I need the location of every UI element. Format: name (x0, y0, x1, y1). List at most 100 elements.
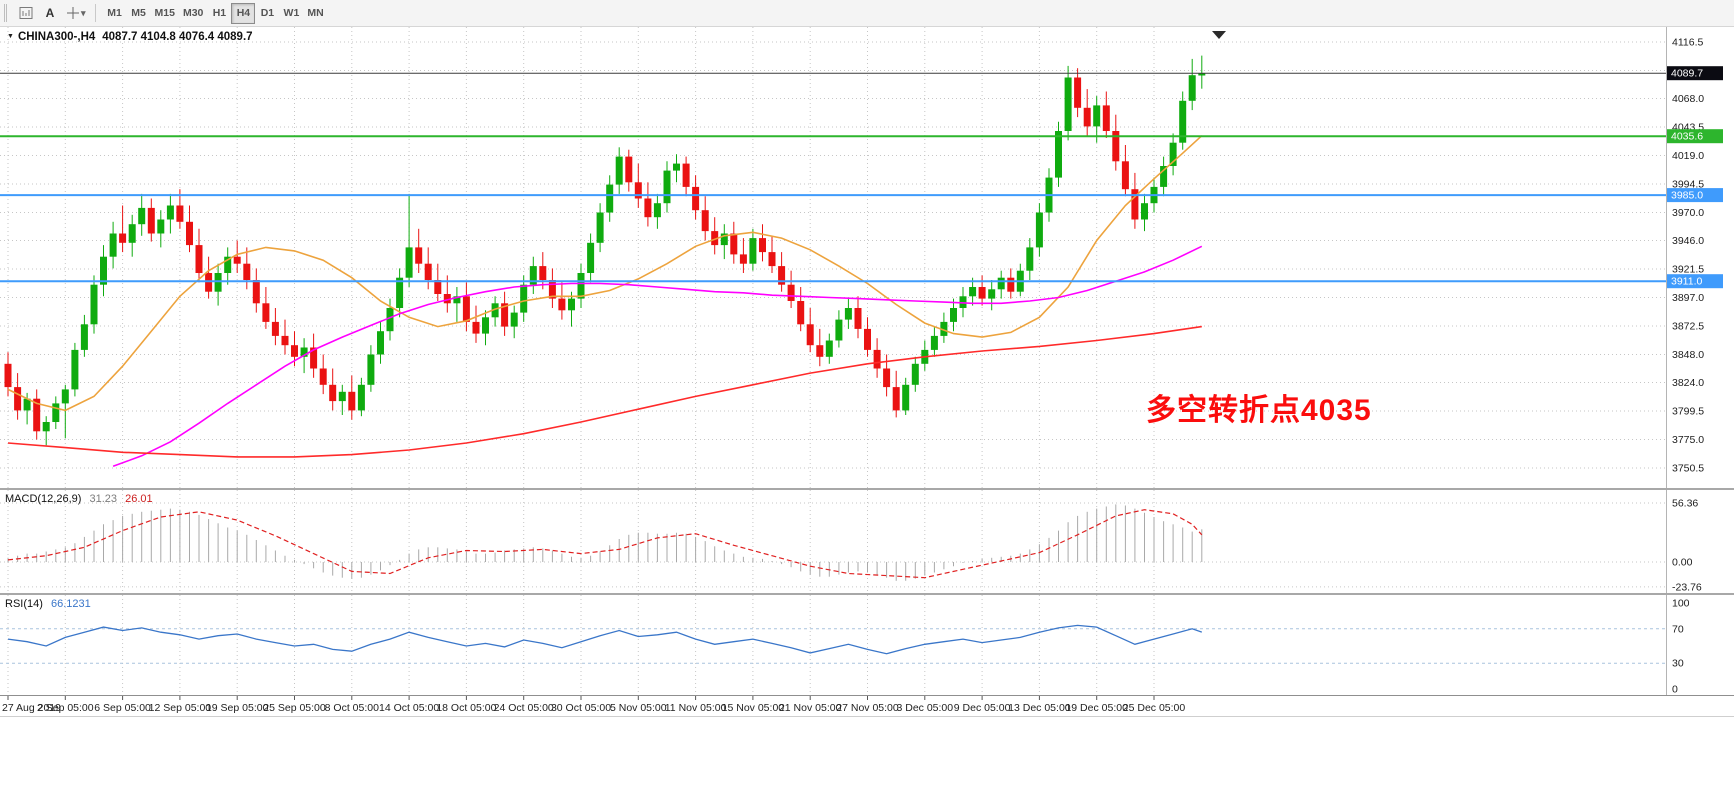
timeframe-w1[interactable]: W1 (279, 3, 303, 24)
svg-text:3848.0: 3848.0 (1672, 349, 1704, 361)
time-label: 24 Oct 05:00 (494, 702, 554, 714)
timeframe-m5[interactable]: M5 (127, 3, 151, 24)
chart-annotation: 多空转折点4035 (1146, 394, 1372, 427)
dropdown-caret-icon: ▾ (81, 7, 86, 18)
ohlc-values: 4087.7 4104.8 4076.4 4089.7 (102, 31, 253, 43)
timeframe-h4[interactable]: H4 (231, 2, 256, 24)
time-label: 18 Oct 05:00 (436, 702, 496, 714)
price-axis-labels: 4116.54092.04068.04043.54019.03994.53970… (1672, 37, 1704, 475)
timeframe-toolbar: M1 M5 M15 M30 H1 H4 D1 W1 MN (103, 2, 328, 24)
svg-text:3985.0: 3985.0 (1671, 190, 1703, 202)
price-badge-3985.0: 3985.0 (1667, 188, 1723, 203)
price-badge-3911.0: 3911.0 (1667, 274, 1723, 289)
toolbar: A ▾ M1 M5 M15 M30 H1 H4 D1 W1 MN (0, 0, 1734, 27)
symbol-period-label: CHINA300-,H4 (17, 31, 96, 43)
time-label: 11 Nov 05:00 (665, 702, 727, 714)
ma-slow-red (7, 325, 1202, 458)
svg-text:3994.5: 3994.5 (1672, 179, 1704, 191)
price-badge-4035.6: 4035.6 (1667, 129, 1723, 144)
time-label: 3 Dec 05:00 (896, 702, 953, 714)
svg-text:3799.5: 3799.5 (1672, 406, 1704, 418)
macd-axis-labels: 56.36 0.00 -23.76 (1672, 498, 1702, 594)
new-chart-icon[interactable] (14, 3, 38, 24)
rsi-value: 66.1231 (50, 598, 91, 610)
svg-text:3897.0: 3897.0 (1672, 292, 1704, 304)
price-chart-pane[interactable]: 4116.54092.04068.04043.54019.03994.53970… (0, 27, 1734, 490)
chart-title: ▼ CHINA300-,H4 4087.7 4104.8 4076.4 4089.7 (7, 31, 253, 43)
rsi-axis-labels: 100 70 30 0 (1672, 598, 1690, 696)
rsi-label: RSI(14) 66.1231 (5, 598, 91, 610)
svg-text:3872.5: 3872.5 (1672, 321, 1704, 333)
svg-text:4035.6: 4035.6 (1671, 131, 1703, 143)
macd-main-value: 31.23 (89, 493, 118, 505)
svg-text:4068.0: 4068.0 (1672, 93, 1704, 105)
timeframe-h1[interactable]: H1 (207, 3, 231, 24)
time-label: 27 Aug 2019 (2, 702, 61, 714)
grid-lines (0, 490, 1666, 595)
time-label: 25 Dec 05:00 (1123, 702, 1186, 714)
pane-splitter-macd[interactable] (0, 488, 1734, 490)
text-label-tool[interactable]: A (38, 3, 62, 24)
svg-text:3911.0: 3911.0 (1671, 276, 1702, 288)
time-label: 14 Oct 05:00 (379, 702, 439, 714)
macd-pane[interactable]: 56.36 0.00 -23.76 (0, 490, 1734, 595)
time-label: 19 Sep 05:00 (206, 702, 269, 714)
timeframe-m15[interactable]: M15 (151, 3, 179, 24)
time-label: 21 Nov 05:00 (779, 702, 842, 714)
svg-text:3824.0: 3824.0 (1672, 377, 1704, 389)
grid-lines (0, 27, 1666, 490)
svg-text:0.00: 0.00 (1672, 557, 1693, 569)
chart-shift-marker-icon[interactable] (1212, 31, 1226, 39)
pane-splitter-rsi[interactable] (0, 593, 1734, 595)
time-label: 8 Oct 05:00 (325, 702, 379, 714)
time-label: 9 Dec 05:00 (954, 702, 1011, 714)
time-label: 12 Sep 05:00 (149, 702, 212, 714)
time-label: 15 Nov 05:00 (722, 702, 785, 714)
time-label: 13 Dec 05:00 (1008, 702, 1071, 714)
candlesticks (4, 55, 1206, 446)
svg-text:4019.0: 4019.0 (1672, 150, 1704, 162)
crosshair-tool[interactable]: ▾ (62, 3, 90, 24)
rsi-line (7, 624, 1203, 655)
collapse-triangle-icon[interactable]: ▼ (7, 33, 14, 40)
mini-chart-icon (19, 7, 32, 19)
macd-histogram (7, 504, 1203, 581)
time-label: 6 Sep 05:00 (94, 702, 151, 714)
timeframe-mn[interactable]: MN (303, 3, 327, 24)
svg-text:30: 30 (1672, 658, 1684, 670)
svg-text:100: 100 (1672, 598, 1690, 610)
price-badge-4089.7: 4089.7 (1667, 66, 1723, 81)
toolbar-grip[interactable] (4, 4, 10, 22)
svg-text:0: 0 (1672, 684, 1678, 696)
timeframe-m30[interactable]: M30 (179, 3, 207, 24)
time-label: 30 Oct 05:00 (551, 702, 611, 714)
svg-text:3921.5: 3921.5 (1672, 264, 1704, 276)
crosshair-icon (67, 7, 79, 19)
svg-text:4089.7: 4089.7 (1671, 68, 1703, 80)
macd-signal-value: 26.01 (125, 493, 153, 505)
rsi-name: RSI(14) (5, 598, 43, 610)
time-label: 5 Nov 05:00 (610, 702, 667, 714)
macd-signal-line (7, 509, 1203, 579)
toolbar-separator (94, 4, 96, 22)
time-label: 25 Sep 05:00 (263, 702, 326, 714)
svg-text:3970.0: 3970.0 (1672, 207, 1704, 219)
time-axis-border (0, 716, 1734, 717)
svg-text:4116.5: 4116.5 (1672, 37, 1703, 49)
svg-text:70: 70 (1672, 623, 1684, 635)
grid-lines (7, 595, 1155, 695)
macd-label: MACD(12,26,9) 31.23 26.01 (5, 493, 153, 505)
rsi-pane[interactable]: 100 70 30 0 (0, 595, 1734, 695)
timeframe-d1[interactable]: D1 (255, 3, 279, 24)
svg-text:3946.0: 3946.0 (1672, 235, 1704, 247)
svg-text:3775.0: 3775.0 (1672, 434, 1704, 446)
svg-text:-23.76: -23.76 (1672, 581, 1702, 593)
timeframe-m1[interactable]: M1 (103, 3, 127, 24)
time-label: 2 Sep 05:00 (37, 702, 94, 714)
time-label: 27 Nov 05:00 (836, 702, 899, 714)
svg-text:3750.5: 3750.5 (1672, 463, 1704, 475)
time-label: 19 Dec 05:00 (1065, 702, 1128, 714)
svg-text:56.36: 56.36 (1672, 498, 1698, 510)
